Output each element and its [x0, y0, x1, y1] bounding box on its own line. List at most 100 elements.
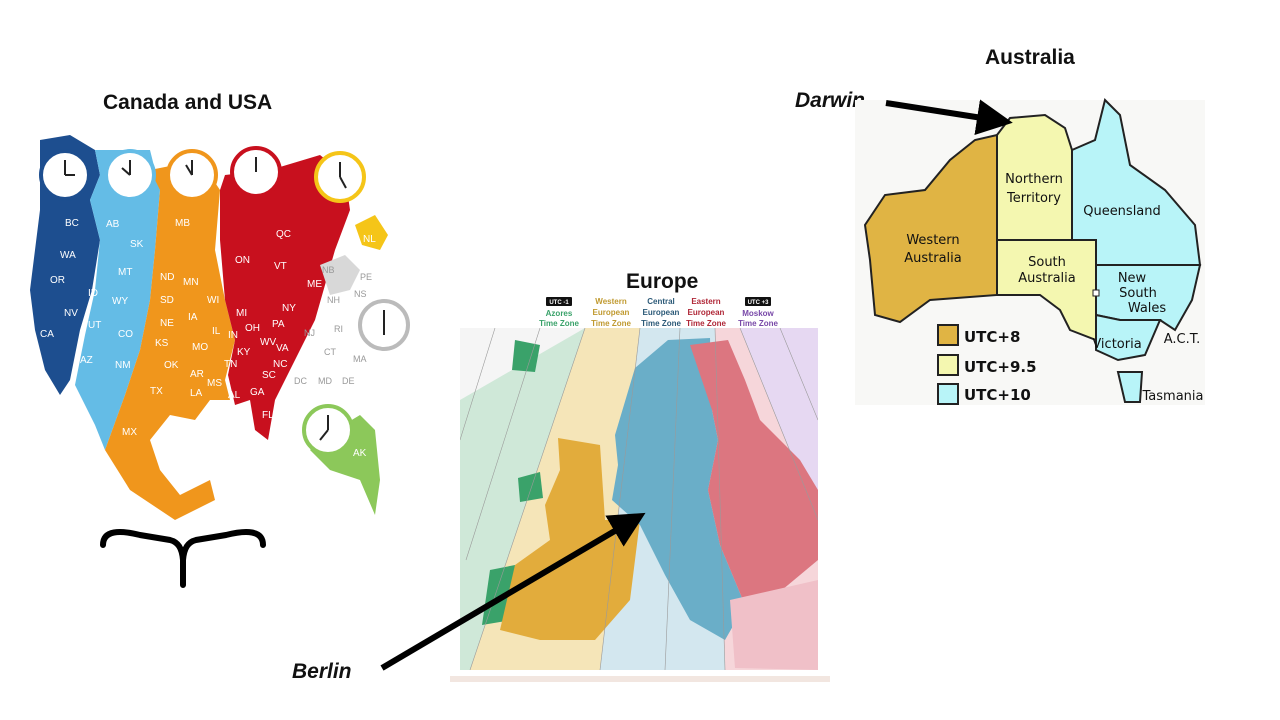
- western-australia-region: [863, 133, 998, 324]
- svg-text:UTC+8: UTC+8: [964, 328, 1020, 346]
- state-label: MA: [353, 354, 367, 364]
- svg-text:Time Zone: Time Zone: [641, 319, 681, 328]
- state-label: PE: [360, 272, 372, 282]
- state-label: AB: [106, 219, 120, 230]
- state-label: MS: [207, 378, 222, 389]
- state-label: NS: [354, 289, 367, 299]
- state-label: A.C.T.: [1164, 332, 1201, 347]
- state-label: South: [1028, 255, 1066, 270]
- state-label: MI: [236, 308, 247, 319]
- darwin-arrow: [885, 99, 1013, 136]
- state-label: New: [1118, 271, 1147, 286]
- tz-header-eastern: Eastern European Time Zone: [686, 297, 726, 328]
- state-label: QC: [276, 229, 291, 240]
- tasmania-region: [1116, 371, 1144, 403]
- mountain-zone: [75, 150, 160, 450]
- state-label: SK: [130, 239, 144, 250]
- state-label: NJ: [304, 328, 315, 338]
- state-label: KY: [237, 347, 251, 358]
- state-label: KS: [155, 338, 169, 349]
- victoria-region: [1095, 313, 1162, 362]
- svg-text:European: European: [688, 308, 725, 317]
- state-label: TN: [224, 359, 237, 370]
- state-label: PA: [272, 319, 285, 330]
- state-label: AR: [190, 369, 204, 380]
- europe-map: UTC -1 Azores Time Zone Western European…: [450, 297, 830, 682]
- state-label: WV: [260, 337, 276, 348]
- state-label: OK: [164, 360, 179, 371]
- state-label: Northern: [1005, 172, 1063, 187]
- svg-text:Azores: Azores: [546, 309, 573, 318]
- state-label: NC: [273, 359, 287, 370]
- state-label: CA: [40, 329, 54, 340]
- state-label: VT: [274, 261, 287, 272]
- state-label: BC: [65, 218, 79, 229]
- clock-alaska: [302, 404, 354, 456]
- state-label: RI: [334, 324, 343, 334]
- state-label: NH: [327, 295, 340, 305]
- pacific-zone: [30, 135, 100, 395]
- state-label: OR: [50, 275, 65, 286]
- clock-eastern: [230, 146, 282, 198]
- state-label: CT: [324, 347, 336, 357]
- state-label: MX: [122, 427, 137, 438]
- eastern-zone: [220, 155, 350, 440]
- svg-text:UTC +3: UTC +3: [748, 300, 770, 306]
- europe-ireland-green: [518, 472, 543, 502]
- svg-text:Time Zone: Time Zone: [686, 319, 726, 328]
- state-label: MT: [118, 267, 132, 278]
- australia-map: Western Australia Northern Territory Sou…: [855, 98, 1205, 405]
- state-label: MN: [183, 277, 199, 288]
- europe-central-blue: [612, 338, 745, 640]
- legend-utc95: UTC+9.5: [937, 354, 1037, 376]
- state-label: Victoria: [1092, 337, 1141, 352]
- state-label: FL: [262, 410, 274, 421]
- state-label: AL: [228, 390, 241, 401]
- state-label: Territory: [1006, 191, 1061, 206]
- state-label: Australia: [904, 251, 962, 266]
- svg-text:UTC+9.5: UTC+9.5: [964, 358, 1037, 376]
- state-label: NM: [115, 360, 131, 371]
- state-label: VA: [276, 343, 289, 354]
- state-label: MO: [192, 342, 208, 353]
- state-label: SD: [160, 295, 174, 306]
- north-america-title: Canada and USA: [103, 91, 273, 114]
- south-australia-region: [996, 239, 1097, 342]
- atlantic-zone: [355, 215, 388, 250]
- state-label: AZ: [80, 355, 93, 366]
- svg-text:European: European: [643, 308, 680, 317]
- state-label: NE: [160, 318, 174, 329]
- clock-atlantic: [314, 151, 366, 203]
- europe-western-gold: [500, 438, 640, 640]
- state-label: South: [1119, 286, 1157, 301]
- clock-central: [166, 149, 218, 201]
- state-label: NB: [322, 265, 335, 275]
- clock-pacific: [39, 149, 91, 201]
- state-label: MB: [175, 218, 190, 229]
- state-label: WA: [60, 250, 76, 261]
- state-label: SC: [262, 370, 276, 381]
- state-label: Queensland: [1083, 204, 1161, 219]
- northeast-zone: [320, 255, 360, 295]
- state-label: GA: [250, 387, 265, 398]
- svg-text:Western: Western: [595, 297, 627, 306]
- central-zone: [105, 160, 235, 520]
- svg-text:Moskow: Moskow: [742, 309, 774, 318]
- state-label: IL: [212, 326, 221, 337]
- state-label: IA: [188, 312, 198, 323]
- state-label: DC: [294, 376, 307, 386]
- state-label: ID: [88, 288, 98, 299]
- svg-text:Central: Central: [647, 297, 675, 306]
- tz-header-azores: UTC -1 Azores Time Zone: [539, 297, 579, 328]
- svg-text:Eastern: Eastern: [691, 297, 720, 306]
- state-label: TX: [150, 386, 163, 397]
- berlin-callout: Berlin: [292, 660, 352, 683]
- state-label: CO: [118, 329, 133, 340]
- europe-eastern-red: [690, 340, 818, 605]
- tz-header-central: Central European Time Zone: [641, 297, 681, 328]
- state-label: Australia: [1018, 271, 1076, 286]
- europe-title: Europe: [626, 270, 699, 293]
- svg-text:European: European: [593, 308, 630, 317]
- europe-azores-green: [512, 340, 540, 372]
